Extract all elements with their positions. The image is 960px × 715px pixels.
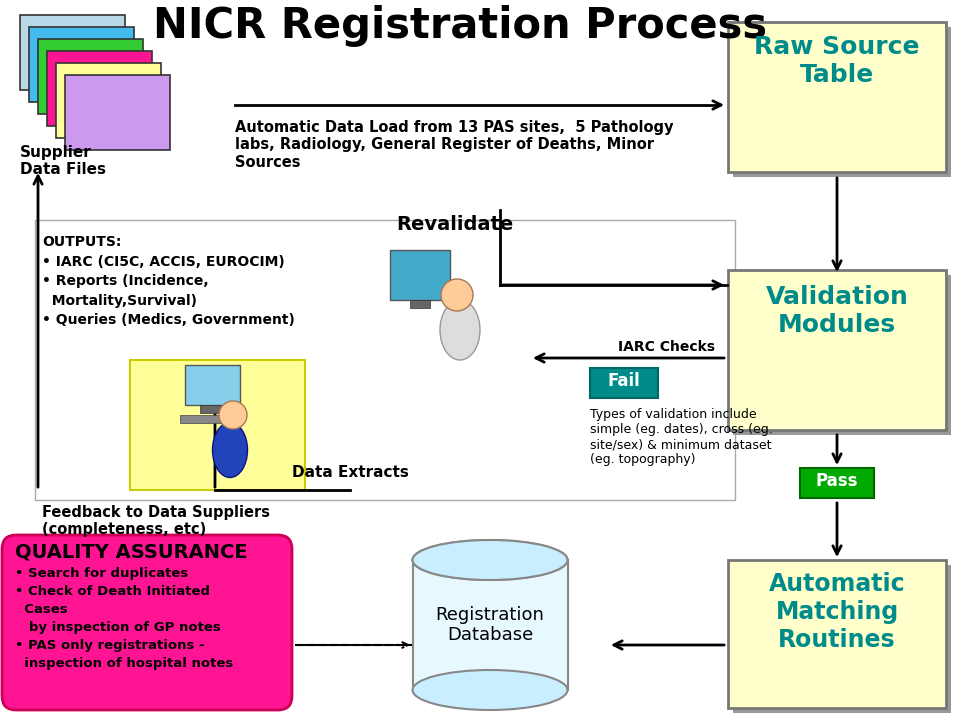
Ellipse shape bbox=[413, 670, 567, 710]
Bar bbox=[733, 27, 951, 177]
Bar bbox=[728, 560, 946, 708]
Circle shape bbox=[219, 401, 247, 429]
Ellipse shape bbox=[413, 540, 567, 580]
Bar bbox=[47, 51, 152, 126]
Text: Types of validation include
simple (eg. dates), cross (eg.
site/sex) & minimum d: Types of validation include simple (eg. … bbox=[590, 408, 773, 466]
Text: Pass: Pass bbox=[816, 472, 858, 490]
Ellipse shape bbox=[440, 300, 480, 360]
Bar bbox=[38, 39, 143, 114]
Text: QUALITY ASSURANCE: QUALITY ASSURANCE bbox=[15, 543, 248, 562]
Bar bbox=[200, 405, 225, 413]
Text: NICR Registration Process: NICR Registration Process bbox=[153, 5, 767, 47]
Bar bbox=[413, 560, 568, 690]
Bar bbox=[800, 468, 874, 498]
Text: Automatic Data Load from 13 PAS sites,  5 Pathology
labs, Radiology, General Reg: Automatic Data Load from 13 PAS sites, 5… bbox=[235, 120, 674, 169]
Bar bbox=[728, 270, 946, 430]
Text: Supplier
Data Files: Supplier Data Files bbox=[20, 145, 106, 177]
Text: Registration
Database: Registration Database bbox=[436, 606, 544, 644]
Text: • Search for duplicates
• Check of Death Initiated
  Cases
   by inspection of G: • Search for duplicates • Check of Death… bbox=[15, 567, 233, 670]
Ellipse shape bbox=[413, 540, 567, 580]
Text: Feedback to Data Suppliers
(completeness, etc): Feedback to Data Suppliers (completeness… bbox=[42, 505, 270, 538]
Bar bbox=[728, 22, 946, 172]
Bar bbox=[733, 275, 951, 435]
FancyBboxPatch shape bbox=[2, 535, 292, 710]
Bar bbox=[56, 63, 161, 138]
Text: Validation
Modules: Validation Modules bbox=[765, 285, 908, 337]
Text: Revalidate: Revalidate bbox=[396, 215, 514, 234]
Bar bbox=[35, 220, 735, 500]
Circle shape bbox=[441, 279, 473, 311]
Bar bbox=[733, 565, 951, 713]
Text: Data Extracts: Data Extracts bbox=[292, 465, 408, 480]
Bar bbox=[20, 15, 125, 90]
Text: OUTPUTS:
• IARC (CI5C, ACCIS, EUROCIM)
• Reports (Incidence,
  Mortality,Surviva: OUTPUTS: • IARC (CI5C, ACCIS, EUROCIM) •… bbox=[42, 235, 295, 327]
Text: Raw Source
Table: Raw Source Table bbox=[755, 35, 920, 87]
Bar bbox=[185, 365, 240, 405]
Text: Automatic
Matching
Routines: Automatic Matching Routines bbox=[769, 572, 905, 651]
Bar bbox=[390, 250, 450, 300]
Text: IARC Checks: IARC Checks bbox=[618, 340, 715, 354]
Bar bbox=[590, 368, 658, 398]
Bar bbox=[410, 300, 430, 308]
Bar bbox=[180, 415, 240, 423]
Bar bbox=[65, 75, 170, 150]
Ellipse shape bbox=[212, 423, 248, 478]
Bar bbox=[130, 360, 305, 490]
Text: Fail: Fail bbox=[608, 372, 640, 390]
Bar bbox=[29, 27, 134, 102]
